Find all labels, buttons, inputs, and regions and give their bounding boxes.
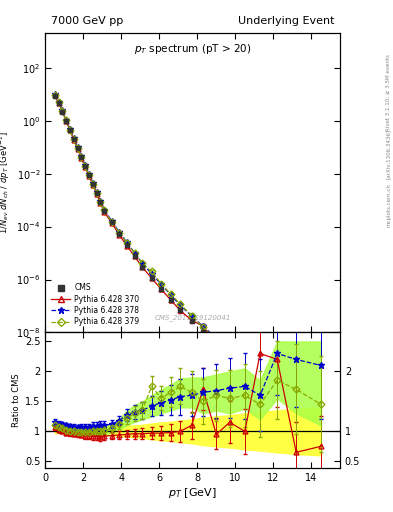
Text: [arXiv:1306.3436]: [arXiv:1306.3436]	[386, 129, 391, 179]
Text: 7000 GeV pp: 7000 GeV pp	[51, 16, 123, 26]
Text: mcplots.cern.ch: mcplots.cern.ch	[386, 183, 391, 227]
Legend: CMS, Pythia 6.428 370, Pythia 6.428 378, Pythia 6.428 379: CMS, Pythia 6.428 370, Pythia 6.428 378,…	[49, 281, 141, 329]
X-axis label: $p_T$ [GeV]: $p_T$ [GeV]	[168, 486, 217, 500]
Text: $p_T$ spectrum (pT > 20): $p_T$ spectrum (pT > 20)	[134, 42, 252, 56]
Text: Underlying Event: Underlying Event	[237, 16, 334, 26]
Y-axis label: $1/N_{ev}\ dN_{ch}\ /\ dp_T\ [\mathrm{GeV}^{-1}]$: $1/N_{ev}\ dN_{ch}\ /\ dp_T\ [\mathrm{Ge…	[0, 132, 12, 234]
Text: Rivet 3.1.10; ≥ 3.5M events: Rivet 3.1.10; ≥ 3.5M events	[386, 54, 391, 131]
Text: CMS_2011_S9120041: CMS_2011_S9120041	[154, 314, 231, 321]
Y-axis label: Ratio to CMS: Ratio to CMS	[12, 374, 21, 428]
